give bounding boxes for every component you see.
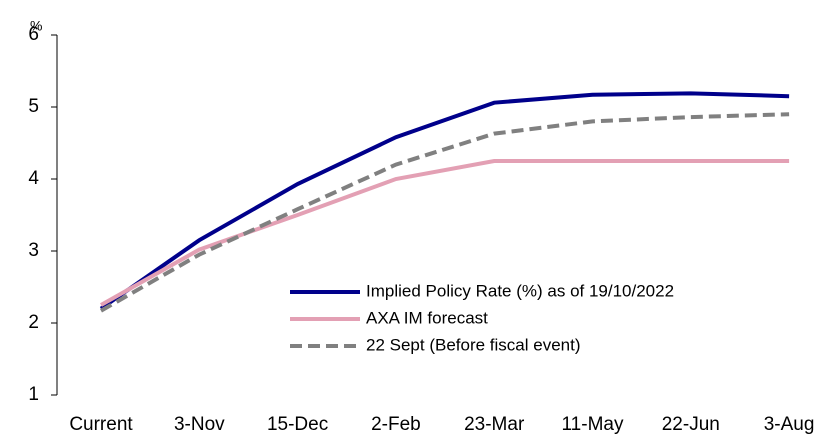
- y-tick-label: 6: [28, 24, 39, 45]
- x-tick-label: 3-Nov: [174, 414, 225, 435]
- x-tick-label: 22-Jun: [662, 414, 720, 435]
- x-tick-label: Current: [69, 414, 133, 435]
- series-line: [100, 159, 790, 307]
- x-tick-label: 3-Aug: [764, 414, 815, 435]
- legend-label: Implied Policy Rate (%) as of 19/10/2022: [366, 281, 674, 300]
- legend-label: AXA IM forecast: [366, 308, 488, 327]
- series-line: [99, 91, 790, 311]
- y-tick-label: 2: [28, 312, 39, 333]
- y-tick-label: 4: [28, 168, 39, 189]
- x-tick-label: 2-Feb: [371, 414, 421, 435]
- y-tick-label: 5: [28, 96, 39, 117]
- series-line: [100, 112, 790, 313]
- y-tick-label: 3: [28, 240, 39, 261]
- y-unit: %: [30, 18, 42, 34]
- x-tick-label: 11-May: [562, 414, 624, 435]
- x-tick-label: 15-Dec: [267, 414, 328, 435]
- x-tick-label: 23-Mar: [464, 414, 525, 435]
- legend-label: 22 Sept (Before fiscal event): [366, 335, 581, 354]
- y-tick-label: 1: [28, 384, 39, 405]
